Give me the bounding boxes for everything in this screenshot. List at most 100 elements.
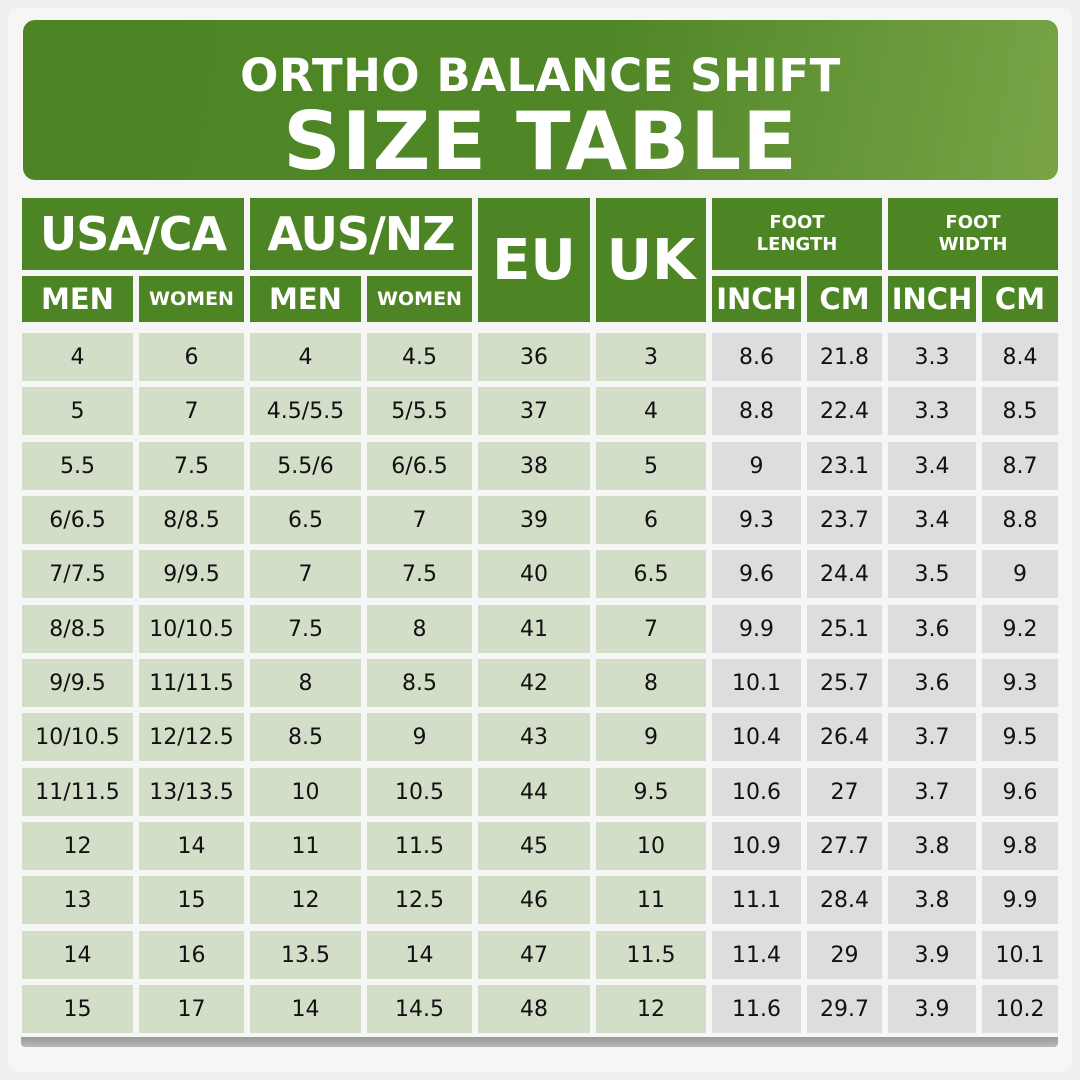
table-cell-length-inch: 9.6 [712, 550, 801, 598]
table-cell-width-inch: 3.5 [888, 550, 976, 598]
table-cell-aus-women: 10.5 [367, 768, 472, 816]
table-cell-uk: 9.5 [596, 768, 706, 816]
header-foot-length-line2: LENGTH [756, 234, 838, 255]
table-cell-width-cm: 9.8 [982, 822, 1058, 870]
table-cell-aus-women: 4.5 [367, 333, 472, 381]
table-cell-width-cm: 9 [982, 550, 1058, 598]
table-cell-aus-women: 8.5 [367, 659, 472, 707]
table-cell-aus-women: 9 [367, 713, 472, 761]
table-cell-length-inch: 8.6 [712, 333, 801, 381]
header-foot-width: FOOT WIDTH [888, 198, 1058, 270]
table-cell-length-cm: 26.4 [807, 713, 882, 761]
table-cell-length-cm: 23.1 [807, 442, 882, 490]
table-cell-usa-men: 10/10.5 [22, 713, 133, 761]
table-cell-aus-women: 8 [367, 605, 472, 653]
table-cell-usa-men: 11/11.5 [22, 768, 133, 816]
table-cell-width-inch: 3.6 [888, 659, 976, 707]
table-cell-length-inch: 8.8 [712, 387, 801, 435]
table-cell-usa-men: 8/8.5 [22, 605, 133, 653]
subheader-aus-women: WOMEN [367, 276, 472, 322]
table-cell-usa-women: 9/9.5 [139, 550, 244, 598]
table-cell-eu: 46 [478, 876, 590, 924]
table-cell-aus-men: 13.5 [250, 931, 361, 979]
table-cell-width-inch: 3.7 [888, 713, 976, 761]
table-cell-eu: 44 [478, 768, 590, 816]
table-cell-length-inch: 11.4 [712, 931, 801, 979]
table-cell-usa-women: 13/13.5 [139, 768, 244, 816]
product-name: ORTHO BALANCE SHIFT [240, 49, 841, 102]
table-cell-width-cm: 9.5 [982, 713, 1058, 761]
table-cell-length-cm: 27.7 [807, 822, 882, 870]
table-cell-length-cm: 29 [807, 931, 882, 979]
table-cell-uk: 10 [596, 822, 706, 870]
table-cell-usa-men: 4 [22, 333, 133, 381]
subheader-aus-men: MEN [250, 276, 361, 322]
table-cell-aus-men: 14 [250, 985, 361, 1033]
table-cell-usa-women: 10/10.5 [139, 605, 244, 653]
table-cell-usa-men: 12 [22, 822, 133, 870]
table-cell-length-cm: 27 [807, 768, 882, 816]
table-cell-usa-women: 16 [139, 931, 244, 979]
table-cell-usa-women: 12/12.5 [139, 713, 244, 761]
table-cell-aus-men: 6.5 [250, 496, 361, 544]
subheader-length-inch: INCH [712, 276, 801, 322]
table-cell-width-cm: 8.5 [982, 387, 1058, 435]
subheader-width-inch: INCH [888, 276, 976, 322]
table-cell-aus-men: 11 [250, 822, 361, 870]
header-eu: EU [478, 198, 590, 322]
table-cell-width-cm: 9.3 [982, 659, 1058, 707]
table-cell-length-inch: 11.6 [712, 985, 801, 1033]
table-cell-usa-men: 7/7.5 [22, 550, 133, 598]
table-cell-length-inch: 9.9 [712, 605, 801, 653]
table-cell-width-inch: 3.7 [888, 768, 976, 816]
table-cell-uk: 6 [596, 496, 706, 544]
table-cell-usa-men: 15 [22, 985, 133, 1033]
table-cell-width-cm: 8.8 [982, 496, 1058, 544]
header-foot-length-line1: FOOT [769, 212, 825, 233]
table-cell-usa-men: 9/9.5 [22, 659, 133, 707]
table-cell-uk: 4 [596, 387, 706, 435]
table-cell-aus-women: 5/5.5 [367, 387, 472, 435]
table-cell-width-cm: 10.2 [982, 985, 1058, 1033]
table-cell-length-cm: 25.1 [807, 605, 882, 653]
table-cell-length-cm: 25.7 [807, 659, 882, 707]
table-cell-usa-men: 6/6.5 [22, 496, 133, 544]
header-aus-nz: AUS/NZ [250, 198, 472, 270]
table-cell-eu: 36 [478, 333, 590, 381]
table-cell-usa-women: 7.5 [139, 442, 244, 490]
table-cell-width-cm: 10.1 [982, 931, 1058, 979]
table-cell-length-inch: 10.1 [712, 659, 801, 707]
table-cell-uk: 7 [596, 605, 706, 653]
header-foot-width-line1: FOOT [945, 212, 1001, 233]
table-cell-eu: 45 [478, 822, 590, 870]
table-cell-usa-women: 8/8.5 [139, 496, 244, 544]
table-cell-aus-women: 7 [367, 496, 472, 544]
table-cell-eu: 43 [478, 713, 590, 761]
table-cell-aus-men: 4.5/5.5 [250, 387, 361, 435]
table-cell-length-inch: 10.9 [712, 822, 801, 870]
table-cell-uk: 6.5 [596, 550, 706, 598]
table-cell-width-cm: 8.4 [982, 333, 1058, 381]
table-cell-length-inch: 10.4 [712, 713, 801, 761]
header-foot-length: FOOT LENGTH [712, 198, 882, 270]
table-cell-width-cm: 9.2 [982, 605, 1058, 653]
table-cell-aus-women: 6/6.5 [367, 442, 472, 490]
table-cell-length-inch: 10.6 [712, 768, 801, 816]
table-cell-width-inch: 3.4 [888, 442, 976, 490]
table-cell-width-inch: 3.3 [888, 387, 976, 435]
table-cell-aus-men: 10 [250, 768, 361, 816]
table-cell-usa-men: 5 [22, 387, 133, 435]
table-cell-aus-men: 7.5 [250, 605, 361, 653]
table-cell-length-cm: 24.4 [807, 550, 882, 598]
table-cell-width-inch: 3.4 [888, 496, 976, 544]
table-cell-width-inch: 3.8 [888, 822, 976, 870]
table-cell-length-inch: 11.1 [712, 876, 801, 924]
table-cell-length-cm: 21.8 [807, 333, 882, 381]
table-cell-uk: 12 [596, 985, 706, 1033]
table-cell-aus-women: 14.5 [367, 985, 472, 1033]
table-cell-aus-women: 11.5 [367, 822, 472, 870]
table-cell-aus-men: 8.5 [250, 713, 361, 761]
table-cell-eu: 40 [478, 550, 590, 598]
table-cell-uk: 9 [596, 713, 706, 761]
table-cell-length-cm: 28.4 [807, 876, 882, 924]
